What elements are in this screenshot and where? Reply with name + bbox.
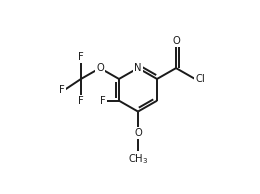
Text: Cl: Cl: [195, 74, 205, 84]
Text: F: F: [78, 52, 84, 62]
Text: O: O: [96, 63, 104, 73]
Text: O: O: [172, 36, 180, 46]
Text: O: O: [134, 128, 142, 138]
Text: CH$_3$: CH$_3$: [128, 152, 148, 166]
Text: F: F: [59, 85, 65, 95]
Text: F: F: [78, 96, 84, 106]
Text: N: N: [134, 63, 142, 73]
Text: F: F: [100, 96, 106, 106]
